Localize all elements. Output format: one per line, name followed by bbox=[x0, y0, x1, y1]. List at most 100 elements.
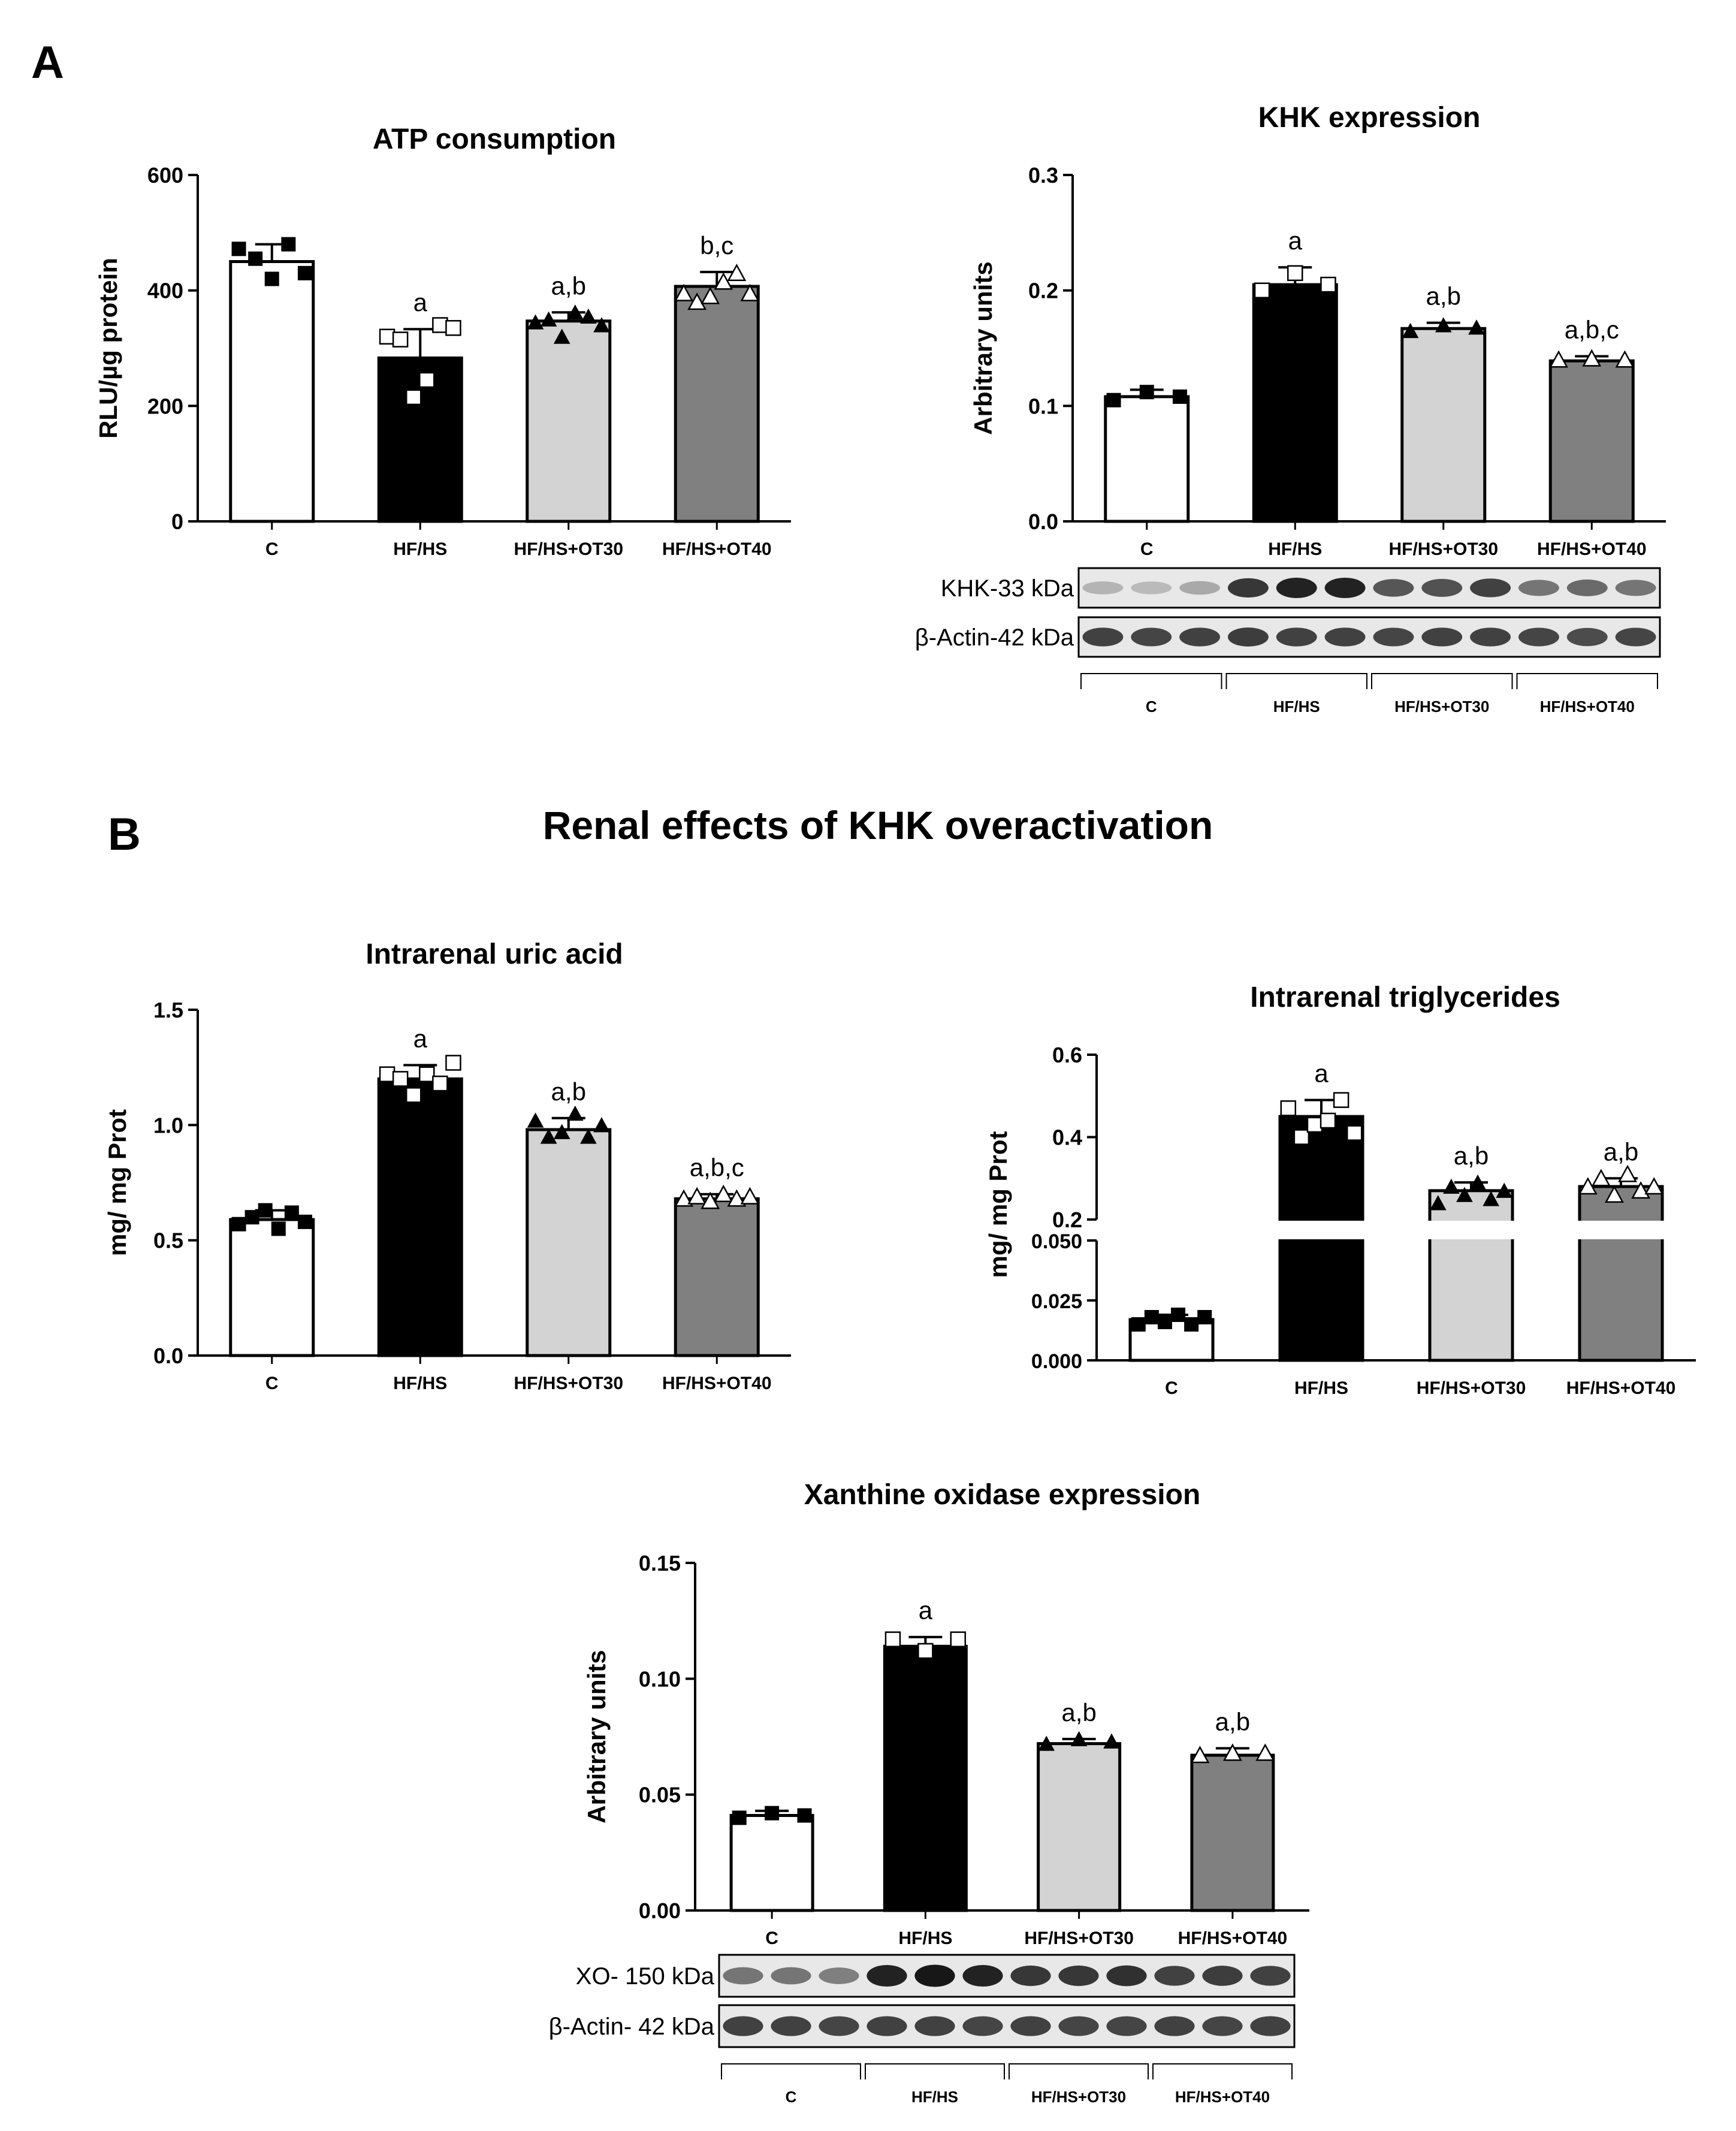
y-tick-label: 0.3 bbox=[1028, 163, 1058, 188]
y-tick-label: 0.00 bbox=[639, 1898, 681, 1923]
panel-label-b: B bbox=[108, 809, 141, 860]
data-point bbox=[1469, 1174, 1486, 1190]
chart-title: ATP consumption bbox=[373, 123, 616, 155]
blot-group-bracket bbox=[1516, 673, 1658, 689]
data-point bbox=[284, 1205, 299, 1220]
bar bbox=[1578, 1185, 1664, 1362]
significance-label: a,b bbox=[551, 271, 586, 300]
data-point bbox=[1184, 1317, 1199, 1332]
blot-band bbox=[1179, 581, 1221, 595]
y-tick-label: 600 bbox=[147, 163, 183, 188]
y-axis-label: Arbitrary units bbox=[969, 261, 997, 434]
y-tick-label: 0 bbox=[171, 509, 183, 534]
data-point bbox=[884, 1631, 901, 1647]
blot-row-label: β-Actin-42 kDa bbox=[915, 624, 1074, 651]
x-tick-label: HF/HS+OT40 bbox=[662, 1374, 772, 1393]
data-point bbox=[1615, 350, 1635, 368]
data-point bbox=[1070, 1731, 1088, 1746]
x-tick-label: HF/HS+OT40 bbox=[1178, 1928, 1288, 1948]
blot-band bbox=[1566, 579, 1608, 596]
blot-band bbox=[819, 2016, 859, 2036]
y-tick-label: 1.5 bbox=[153, 998, 183, 1022]
blot-band bbox=[1518, 627, 1559, 647]
blot-band bbox=[914, 1964, 955, 1987]
blot-group-bracket bbox=[1152, 2063, 1293, 2079]
blot-strip bbox=[1077, 616, 1661, 658]
data-point bbox=[1131, 1317, 1146, 1332]
y-tick-label: 0.10 bbox=[639, 1667, 681, 1691]
data-point bbox=[1346, 1125, 1363, 1141]
data-point bbox=[740, 1187, 760, 1205]
blot-band bbox=[1227, 627, 1269, 647]
data-point bbox=[593, 317, 610, 333]
data-point bbox=[527, 314, 544, 330]
chart-atp: ATP consumption RLU/µg protein 0 200 400 600 C… bbox=[94, 123, 791, 559]
blot-band bbox=[723, 2016, 763, 2036]
data-point bbox=[432, 1075, 448, 1092]
data-point bbox=[1591, 1169, 1611, 1187]
y-tick-label: 0.15 bbox=[639, 1551, 681, 1575]
data-point bbox=[566, 304, 584, 320]
x-tick-label: C bbox=[265, 1374, 279, 1393]
bar bbox=[1548, 359, 1635, 523]
y-tick-label: 0.5 bbox=[153, 1229, 183, 1253]
blot-group-label: C bbox=[1146, 698, 1157, 716]
axis-break-gap bbox=[1426, 1221, 1516, 1239]
x-tick-label: HF/HS+OT40 bbox=[1566, 1378, 1676, 1398]
data-point bbox=[419, 1066, 435, 1082]
blot-group-label: HF/HS+OT40 bbox=[1175, 2088, 1270, 2106]
chart-title: Xanthine oxidase expression bbox=[804, 1479, 1201, 1511]
x-tick-label: HF/HS+OT40 bbox=[1537, 539, 1647, 559]
data-point bbox=[1402, 322, 1419, 339]
data-point bbox=[392, 1071, 409, 1087]
bar bbox=[526, 1128, 612, 1357]
data-point bbox=[379, 328, 395, 345]
data-point bbox=[297, 265, 312, 280]
blot-band bbox=[1131, 627, 1172, 647]
blot-row-label: XO- 150 kDa bbox=[576, 1963, 715, 1990]
blot-band bbox=[962, 2016, 1003, 2036]
data-point bbox=[392, 331, 409, 348]
significance-label: a,b,c bbox=[690, 1154, 744, 1182]
significance-label: b,c bbox=[700, 231, 733, 259]
data-point bbox=[593, 1117, 610, 1133]
data-point bbox=[1106, 393, 1121, 408]
data-point bbox=[419, 372, 435, 388]
blot-band bbox=[1202, 2016, 1243, 2036]
blot-strip bbox=[718, 2004, 1296, 2048]
y-tick-label: 0.000 bbox=[1031, 1350, 1082, 1373]
axis-break-gap bbox=[1576, 1221, 1666, 1239]
y-tick-label: 0.050 bbox=[1031, 1230, 1082, 1253]
x-tick-label: HF/HS bbox=[898, 1928, 952, 1948]
y-axis-label: RLU/µg protein bbox=[94, 258, 122, 439]
bar bbox=[377, 1077, 463, 1357]
data-point bbox=[1483, 1191, 1499, 1206]
y-tick-label: 0.6 bbox=[1052, 1043, 1082, 1067]
data-point bbox=[714, 272, 733, 290]
data-point bbox=[244, 1210, 259, 1225]
data-point bbox=[379, 1066, 395, 1082]
blot-band bbox=[1373, 627, 1414, 647]
blot-band bbox=[1010, 1965, 1051, 1987]
y-tick-label: 400 bbox=[147, 279, 183, 303]
data-point bbox=[432, 317, 448, 333]
blot-row-label: KHK-33 kDa bbox=[941, 575, 1074, 602]
blot-band bbox=[771, 2016, 811, 2036]
blot-band bbox=[1250, 2016, 1291, 2036]
bar bbox=[729, 1813, 814, 1912]
x-tick-label: HF/HS+OT30 bbox=[514, 539, 623, 559]
data-point bbox=[1618, 1164, 1637, 1182]
significance-label: a,b bbox=[1454, 1142, 1489, 1170]
data-point bbox=[674, 283, 693, 301]
y-tick-label: 0.1 bbox=[1028, 394, 1058, 418]
panel-label-a: A bbox=[31, 37, 64, 88]
data-point bbox=[950, 1631, 967, 1647]
chart-khk: KHK expression Arbitrary units 0.0 0.1 0.2 0.… bbox=[969, 102, 1666, 559]
data-point bbox=[540, 311, 557, 327]
significance-label: a,b bbox=[1215, 1707, 1250, 1735]
section-b-title: Renal effects of KHK overactivation bbox=[543, 803, 1213, 847]
data-point bbox=[1582, 349, 1602, 367]
blot-band bbox=[1276, 627, 1317, 647]
